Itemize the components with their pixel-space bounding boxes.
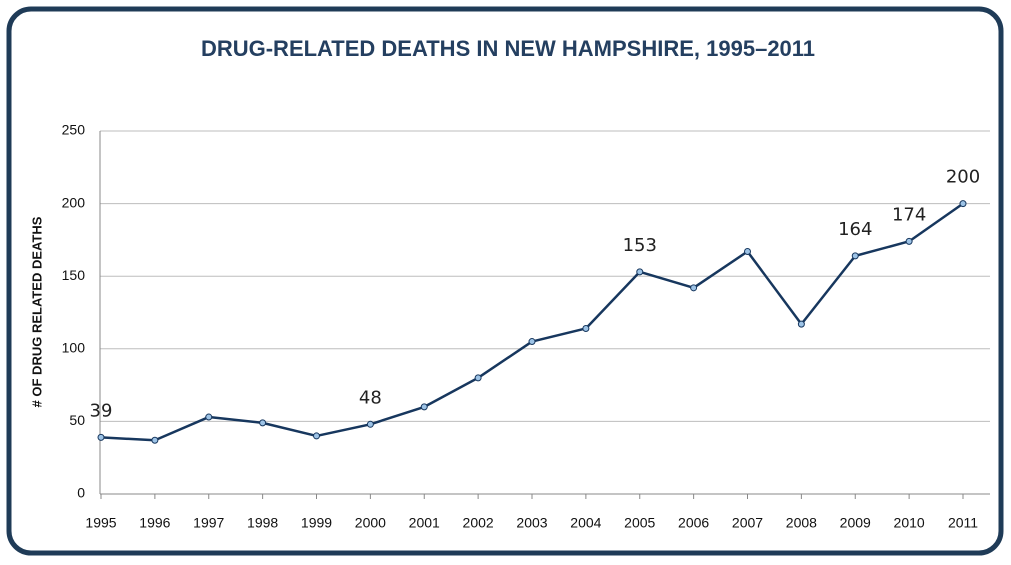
x-tick-label: 2002 xyxy=(463,515,494,531)
x-tick-label: 1999 xyxy=(301,515,332,531)
data-point xyxy=(797,320,805,328)
data-label: 48 xyxy=(359,387,382,408)
x-tick-label: 1995 xyxy=(85,515,116,531)
frame xyxy=(6,6,1004,556)
x-tick-label: 2006 xyxy=(678,515,709,531)
y-tick-label: 200 xyxy=(62,194,86,210)
data-point xyxy=(474,374,482,382)
data-label: 200 xyxy=(946,167,980,188)
data-point xyxy=(259,419,267,427)
data-point xyxy=(959,200,967,208)
data-point xyxy=(744,248,751,256)
x-tick-label: 2009 xyxy=(840,515,871,531)
y-tick-label: 150 xyxy=(62,267,86,283)
data-label: 174 xyxy=(892,204,926,225)
data-label: 164 xyxy=(838,219,872,240)
data-point xyxy=(151,436,159,444)
x-tick-label: 2010 xyxy=(894,515,925,531)
x-tick-label: 2001 xyxy=(409,515,440,531)
y-axis-label: # OF DRUG RELATED DEATHS xyxy=(29,216,44,407)
data-point xyxy=(582,324,590,332)
x-tick-label: 2008 xyxy=(786,515,817,531)
x-tick-label: 2007 xyxy=(732,515,763,531)
x-tick-label: 2011 xyxy=(948,515,978,531)
x-tick-label: 1998 xyxy=(247,515,278,531)
data-point xyxy=(205,413,213,421)
x-tick-label: 1997 xyxy=(193,515,224,531)
y-tick-label: 100 xyxy=(62,340,86,356)
x-tick-label: 2000 xyxy=(355,515,386,531)
data-point xyxy=(420,403,428,411)
data-point xyxy=(905,237,913,245)
data-point xyxy=(366,420,374,428)
x-tick-label: 2003 xyxy=(516,515,547,531)
y-tick-label: 50 xyxy=(69,412,85,428)
data-label: 153 xyxy=(623,235,657,256)
data-point xyxy=(636,268,644,276)
y-tick-label: 0 xyxy=(77,485,85,501)
data-point xyxy=(97,433,105,441)
data-point xyxy=(528,338,536,346)
data-point xyxy=(313,432,320,440)
x-tick-label: 1996 xyxy=(139,515,170,531)
x-tick-label: 2004 xyxy=(570,515,601,531)
x-tick-label: 2005 xyxy=(624,515,655,531)
data-point xyxy=(851,252,859,260)
data-point xyxy=(690,284,698,292)
chart-title: DRUG-RELATED DEATHS IN NEW HAMPSHIRE, 19… xyxy=(201,36,815,61)
data-label: 39 xyxy=(90,400,113,421)
y-tick-label: 250 xyxy=(62,122,86,138)
